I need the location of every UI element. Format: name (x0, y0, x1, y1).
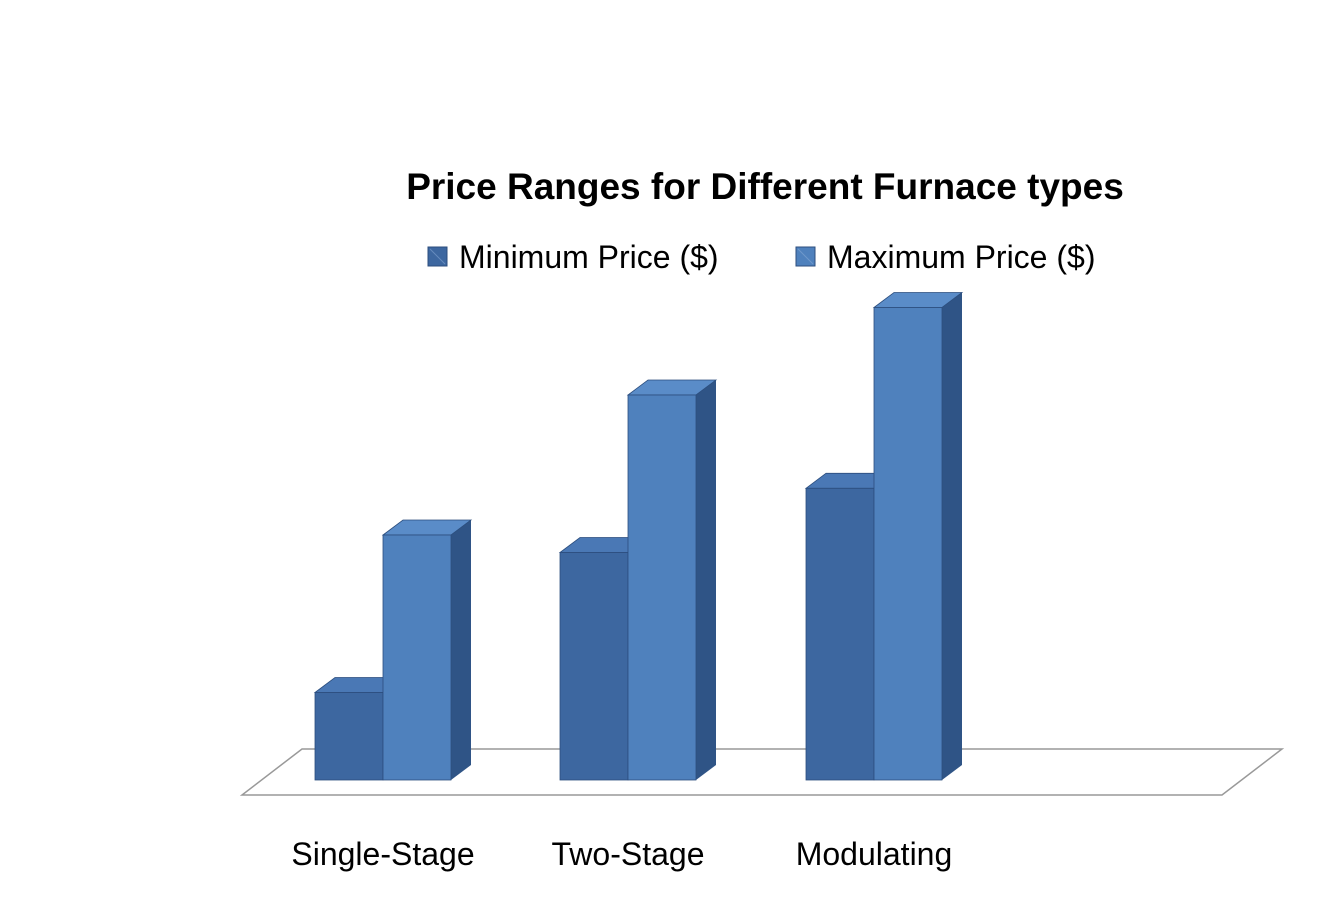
category-labels: Single-Stage Two-Stage Modulating (291, 836, 952, 872)
bar-front (314, 692, 384, 781)
floor-plane (239, 748, 1285, 796)
legend: Minimum Price ($) Maximum Price ($) (427, 239, 1095, 275)
bar-side (696, 380, 716, 780)
bar-side (942, 292, 962, 780)
bars (313, 292, 964, 781)
chart-title: Price Ranges for Different Furnace types (406, 166, 1124, 207)
legend-item: Minimum Price ($) (427, 239, 719, 275)
legend-label: Maximum Price ($) (827, 239, 1095, 275)
bar-group (804, 292, 964, 781)
legend-swatch-bevel (797, 248, 814, 265)
bar-maximum-price (626, 379, 718, 781)
bar-front (805, 487, 875, 781)
bar-group (313, 519, 473, 781)
category-label: Single-Stage (291, 836, 474, 872)
bar-group (558, 379, 718, 781)
chart-floor (239, 748, 1285, 796)
bar-front (627, 394, 697, 781)
category-label: Two-Stage (552, 836, 705, 872)
bar-front (873, 307, 943, 781)
bar-front (559, 552, 629, 781)
bar-side (451, 520, 471, 780)
legend-label: Minimum Price ($) (459, 239, 719, 275)
category-label: Modulating (796, 836, 953, 872)
legend-item: Maximum Price ($) (795, 239, 1095, 275)
bar-maximum-price (381, 519, 473, 781)
legend-swatch-bevel (429, 248, 446, 265)
bar-front (382, 534, 452, 781)
bar-maximum-price (872, 292, 964, 781)
